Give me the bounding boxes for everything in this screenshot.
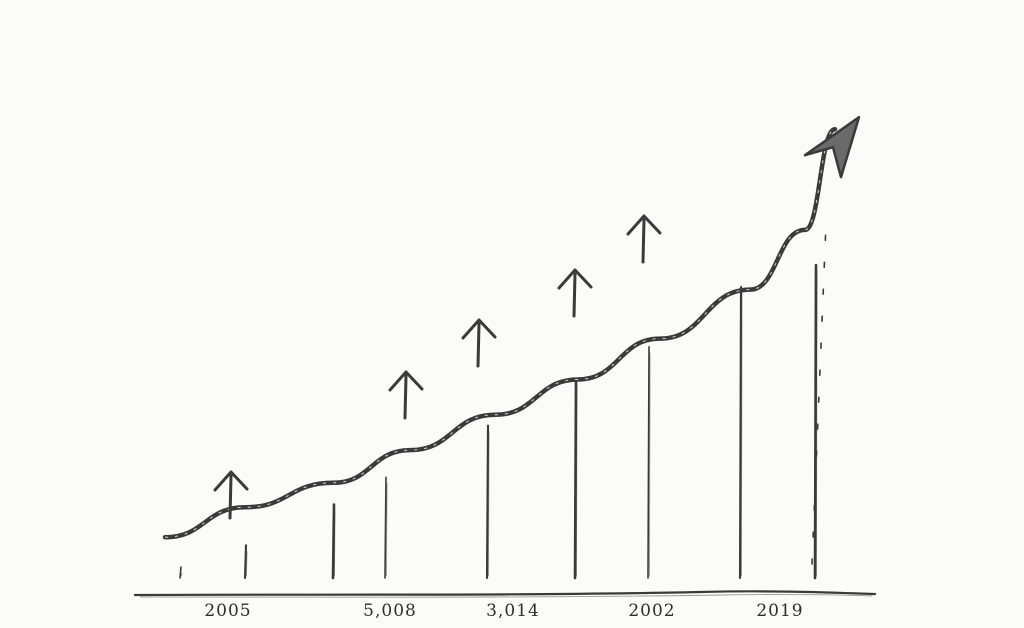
bar-7: [738, 285, 743, 580]
bar-1: [243, 544, 248, 580]
up-arrow-6: [626, 214, 662, 264]
bar-6: [647, 345, 650, 579]
up-arrow-3-head: [388, 370, 424, 392]
up-arrow-6-shaft: [641, 218, 646, 264]
trend-arrowhead: [803, 115, 861, 179]
trend-line: [162, 126, 838, 540]
bar-8: [813, 263, 818, 580]
bar-1-sketch: [246, 550, 248, 577]
bar-5: [573, 378, 578, 580]
tick-label-3: 2002: [628, 601, 675, 621]
bar-2-sketch: [334, 510, 336, 577]
up-arrow-1: [213, 470, 249, 520]
trend-line-highlight: [164, 128, 836, 538]
x-axis: [133, 590, 877, 597]
up-arrow-5-shaft: [572, 272, 577, 318]
up-arrow-1-shaft: [228, 474, 233, 520]
bar-3-sketch: [386, 482, 388, 577]
bar-0-sketch: [181, 572, 183, 577]
bar-0: [179, 566, 182, 579]
up-arrow-5: [557, 268, 593, 318]
bar-2: [331, 503, 336, 580]
trend-layer: [162, 115, 861, 540]
bar-5-sketch: [576, 385, 578, 577]
bar-4: [485, 424, 490, 580]
bar-9-dashed: [811, 223, 827, 565]
bar-4-sketch: [488, 431, 490, 577]
up-arrow-5-head: [557, 268, 593, 290]
up-arrow-4: [461, 318, 497, 368]
bar-3: [384, 476, 387, 579]
up-arrow-6-head: [626, 214, 662, 236]
tick-label-0: 2005: [204, 601, 251, 621]
up-arrow-4-shaft: [476, 322, 481, 368]
up-arrow-1-head: [213, 470, 249, 492]
up-arrow-3-shaft: [403, 374, 408, 420]
up-arrow-4-head: [461, 318, 497, 340]
tick-label-1: 5,008: [363, 601, 417, 621]
tick-label-4: 2019: [756, 601, 803, 621]
up-arrow-3: [388, 370, 424, 420]
labels-layer: 2005 5,008 3,014 2002 2019: [204, 601, 803, 621]
axis-layer: [133, 590, 877, 598]
bars-layer: [179, 223, 827, 580]
x-axis-sketch: [139, 594, 873, 598]
bar-6-sketch: [649, 352, 651, 577]
arrows-layer: [213, 214, 662, 520]
bar-7-sketch: [741, 292, 743, 577]
tick-label-2: 3,014: [486, 601, 540, 621]
bar-8-sketch: [816, 270, 818, 577]
